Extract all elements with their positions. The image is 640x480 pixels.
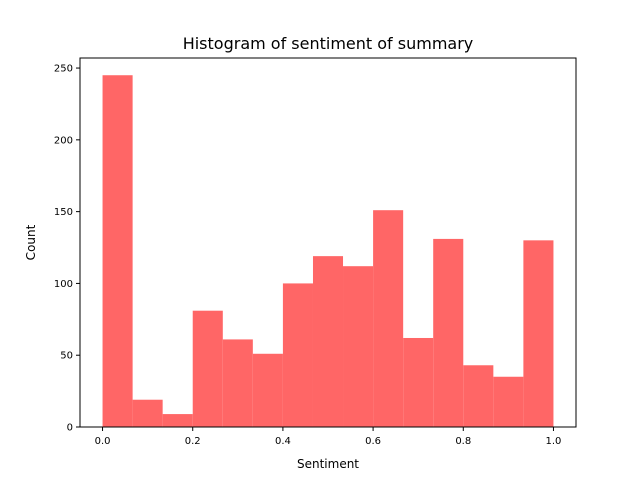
histogram-bar-2 [162, 414, 193, 427]
y-tick-label: 200 [54, 135, 73, 146]
histogram-bar-0 [102, 75, 133, 428]
x-tick-label: 0.4 [275, 436, 291, 447]
histogram-bar-3 [192, 310, 223, 427]
histogram-bar-9 [373, 210, 404, 427]
y-tick-label: 150 [54, 207, 73, 218]
x-tick-label: 0.2 [185, 436, 201, 447]
chart-title: Histogram of sentiment of summary [183, 34, 474, 53]
y-tick-label: 50 [60, 351, 73, 362]
x-axis-label: Sentiment [297, 457, 359, 471]
y-axis-label: Count [24, 224, 38, 260]
histogram-bar-7 [312, 256, 344, 427]
histogram-bar-6 [282, 283, 313, 427]
x-tick-label: 0.6 [365, 436, 381, 447]
x-axis-ticks: 0.0 0.2 0.4 0.6 0.8 1.0 [95, 427, 562, 447]
y-tick-label: 250 [54, 64, 73, 75]
y-tick-label: 100 [54, 279, 73, 290]
histogram-bar-13 [493, 376, 524, 427]
histogram-bar-11 [433, 238, 464, 427]
histogram-bar-10 [403, 337, 434, 427]
y-axis-ticks: 0 50 100 150 200 250 [54, 64, 80, 434]
histogram-bar-14 [523, 240, 554, 427]
histogram-bar-1 [132, 399, 163, 427]
x-tick-label: 1.0 [546, 436, 562, 447]
y-tick-label: 0 [67, 423, 73, 434]
plot-frame [79, 57, 577, 428]
histogram-bar-5 [252, 353, 283, 427]
x-tick-label: 0.8 [455, 436, 471, 447]
histogram-bar-12 [463, 365, 494, 427]
histogram-bar-8 [343, 266, 374, 427]
x-tick-label: 0.0 [95, 436, 111, 447]
histogram-bar-4 [222, 339, 253, 427]
histogram-bars [102, 75, 554, 428]
